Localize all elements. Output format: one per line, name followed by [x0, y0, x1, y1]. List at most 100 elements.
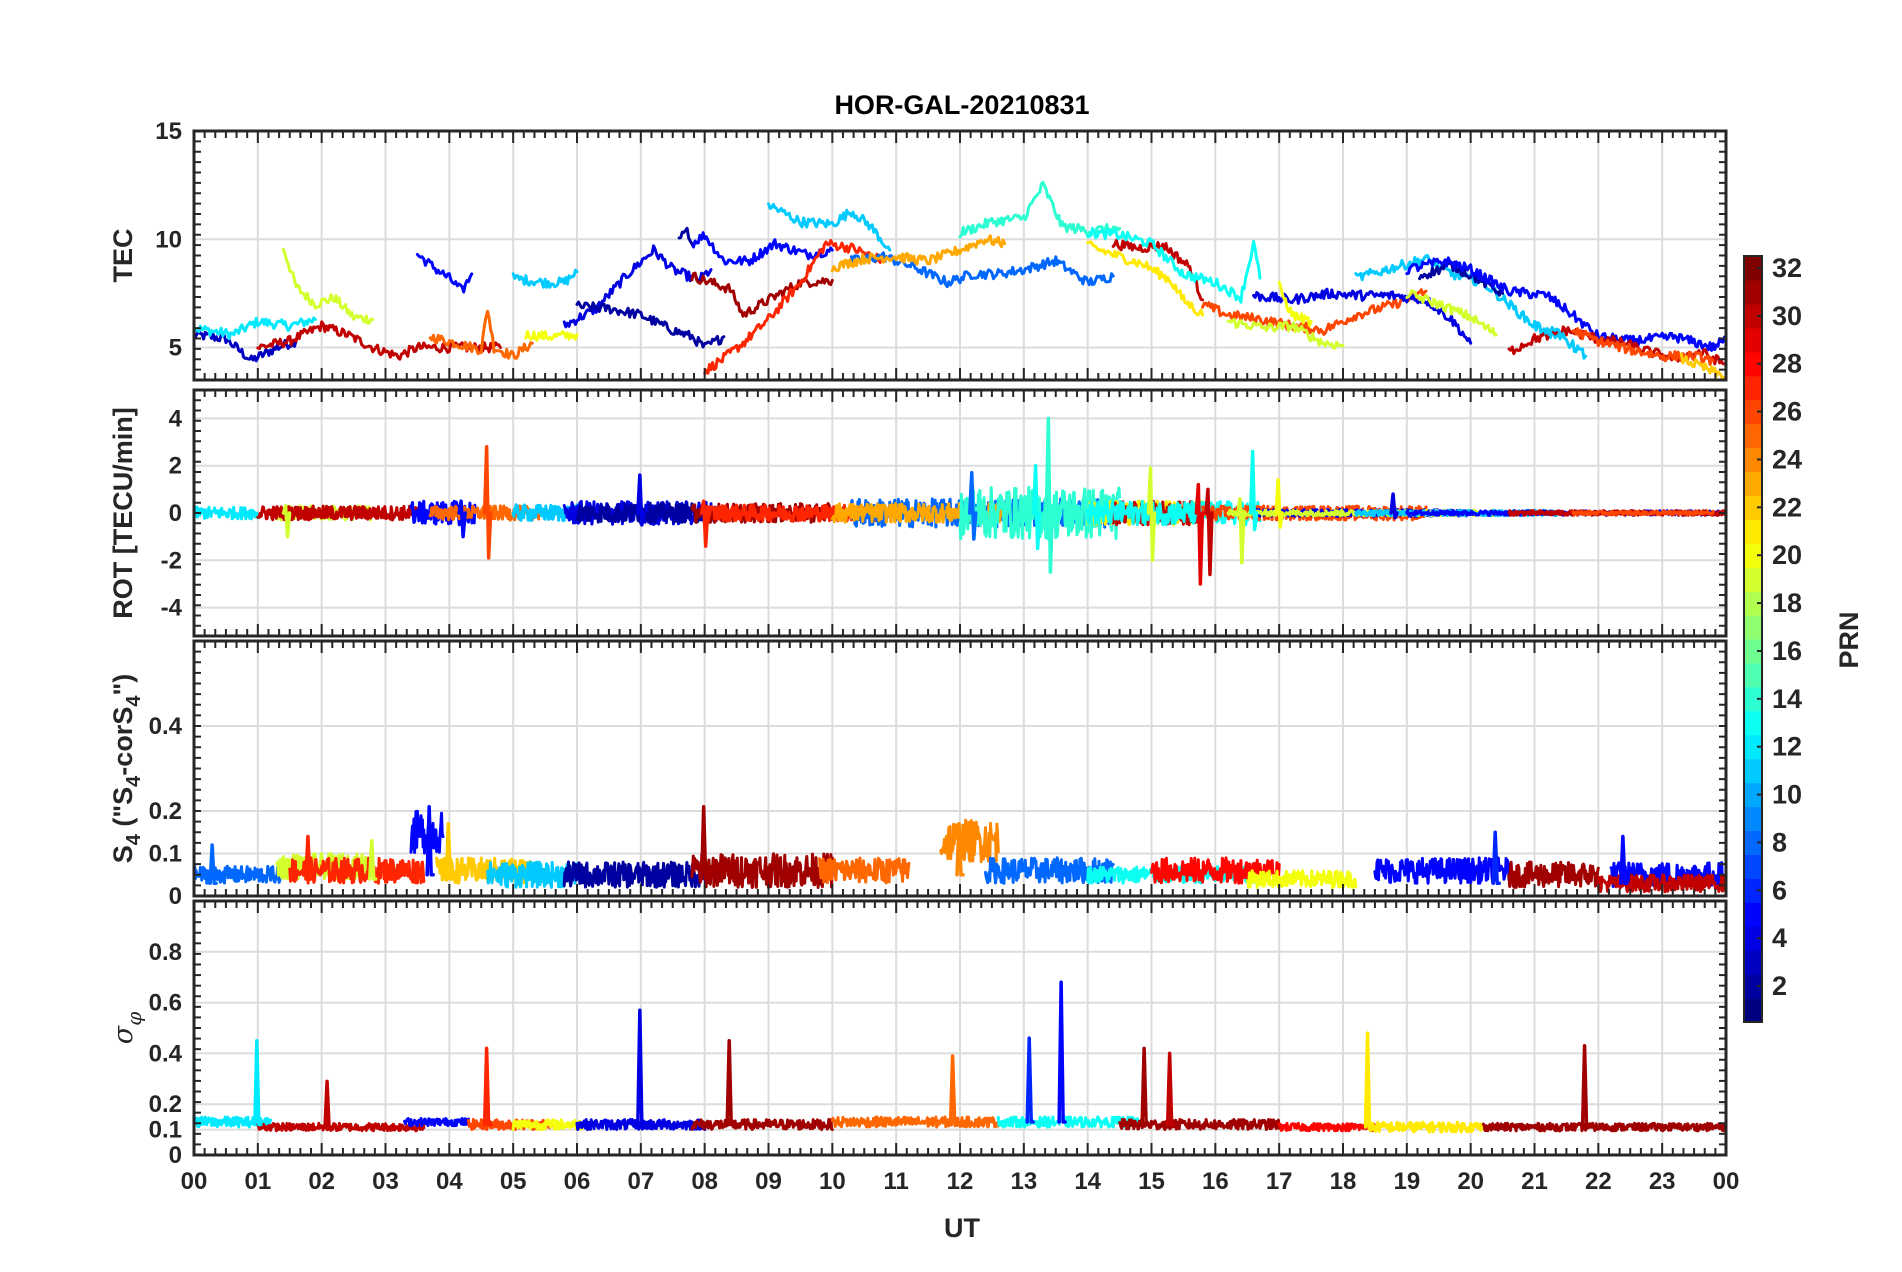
series-prn-11: [511, 268, 579, 289]
colorbar-segment: [1744, 734, 1762, 760]
colorbar-tick-label: 30: [1772, 301, 1802, 331]
spike-prn-26: [482, 445, 493, 560]
series-prn-28: [1277, 1121, 1377, 1133]
x-axis-label: UT: [944, 1213, 980, 1243]
spike-prn-25: [948, 1054, 959, 1124]
colorbar-segment: [1744, 279, 1762, 305]
series-prn-27: [288, 856, 426, 885]
y-axis-label: σφ: [108, 1012, 146, 1044]
colorbar-segment: [1744, 615, 1762, 640]
spike-prn-31: [1580, 1044, 1591, 1129]
series-prn-25: [818, 856, 911, 885]
spike-prn-6: [1491, 830, 1501, 885]
label-part: 4: [123, 775, 145, 787]
x-tick-label: 06: [564, 1168, 591, 1195]
series-prn-21: [1367, 1120, 1485, 1134]
colorbar-segment: [1744, 567, 1762, 592]
colorbar-segment: [1744, 495, 1762, 520]
x-tick-label: 14: [1074, 1168, 1101, 1195]
series-prn-25: [428, 309, 534, 360]
spike-prn-22: [444, 822, 455, 881]
spike-prn-30: [323, 1079, 333, 1129]
y-tick-label: 0.4: [149, 713, 183, 740]
colorbar-tick-label: 26: [1772, 397, 1802, 427]
x-tick-label: 19: [1393, 1168, 1420, 1195]
colorbar-tick-label: 16: [1772, 636, 1802, 666]
series-prn-2: [562, 860, 713, 889]
y-tick-label: 0: [169, 500, 182, 527]
x-tick-label: 18: [1330, 1168, 1357, 1195]
series-prn-22: [1679, 352, 1726, 380]
colorbar-segment: [1744, 902, 1762, 927]
series-prn-5: [1373, 856, 1511, 885]
spike-prn-13: [1248, 449, 1259, 532]
spike-prn-13: [1031, 463, 1042, 551]
x-tick-label: 00: [1713, 1168, 1740, 1195]
colorbar-tick-label: 8: [1772, 827, 1787, 857]
series-prn-25: [428, 504, 541, 522]
x-tick-label: 13: [1010, 1168, 1037, 1195]
colorbar-tick-label: 6: [1772, 875, 1787, 905]
colorbar-tick-label: 12: [1772, 732, 1802, 762]
x-tick-label: 15: [1138, 1168, 1165, 1195]
x-tick-label: 21: [1521, 1168, 1548, 1195]
colorbar-segment: [1744, 591, 1762, 616]
spike-prn-24: [955, 822, 965, 877]
colorbar-frame: [1743, 255, 1763, 1023]
colorbar-tick-label: 18: [1772, 588, 1802, 618]
label-part: σ: [108, 1024, 139, 1044]
spike-prn-14: [1044, 416, 1055, 574]
colorbar-segment: [1744, 950, 1762, 975]
colorbar-segment: [1744, 447, 1762, 473]
series-prn-11: [486, 860, 579, 889]
series-prn-5: [1405, 256, 1726, 352]
x-tick-label: 01: [244, 1168, 271, 1195]
spike-prn-31: [699, 805, 710, 881]
colorbar-segment: [1744, 327, 1762, 353]
spike-prn-19: [281, 504, 292, 539]
series-prn-12: [194, 316, 317, 341]
series-prn-19: [1226, 317, 1345, 350]
colorbar-segment: [1744, 662, 1762, 688]
colorbar-tick-label: 4: [1772, 923, 1787, 953]
y-tick-label: 0.1: [149, 1117, 182, 1144]
series-prn-2: [677, 226, 694, 246]
series-prn-30: [256, 1121, 426, 1133]
series-prn-31: [690, 271, 834, 318]
colorbar-segment: [1744, 878, 1762, 903]
spike-prn-4: [636, 1008, 646, 1127]
series-prn-24: [939, 818, 1000, 864]
series-prn-11: [1533, 319, 1588, 360]
y-axis-label: TEC: [108, 229, 138, 283]
y-tick-label: 0.4: [149, 1040, 183, 1067]
series-prn-12: [194, 505, 260, 521]
y-tick-label: 0: [169, 1142, 182, 1169]
series-prn-20: [524, 329, 579, 342]
spike-prn-20: [1274, 478, 1284, 529]
x-tick-label: 05: [500, 1168, 527, 1195]
label-part: ("S: [108, 787, 138, 834]
x-tick-label: 07: [627, 1168, 654, 1195]
series-prn-21: [1086, 240, 1205, 317]
series-prn-13: [996, 1115, 1141, 1129]
label-part: -corS: [108, 707, 138, 776]
spike-prn-5: [457, 499, 467, 539]
series-prn-26: [1201, 288, 1428, 336]
y-tick-label: 0.1: [149, 841, 182, 868]
colorbar-tick-label: 22: [1772, 492, 1802, 522]
colorbar-segment: [1744, 256, 1762, 281]
series-prn-8: [850, 251, 1115, 289]
colorbar-tick-label: 32: [1772, 253, 1802, 283]
x-tick-label: 00: [181, 1168, 208, 1195]
y-tick-label: 0.2: [149, 798, 182, 825]
colorbar-segment: [1744, 998, 1762, 1023]
spike-prn-27: [304, 834, 314, 881]
panel-4: 0.8 0.6 0.4 0.20.10 σφ 00 01 02 03 04 05 06 07 08 09 10…: [108, 899, 1740, 1195]
series-prn-5: [403, 1117, 470, 1128]
colorbar-tick-label: 24: [1772, 444, 1802, 474]
series-prn-5: [415, 253, 474, 294]
x-tick-label: 22: [1585, 1168, 1612, 1195]
colorbar-segment: [1744, 974, 1762, 999]
